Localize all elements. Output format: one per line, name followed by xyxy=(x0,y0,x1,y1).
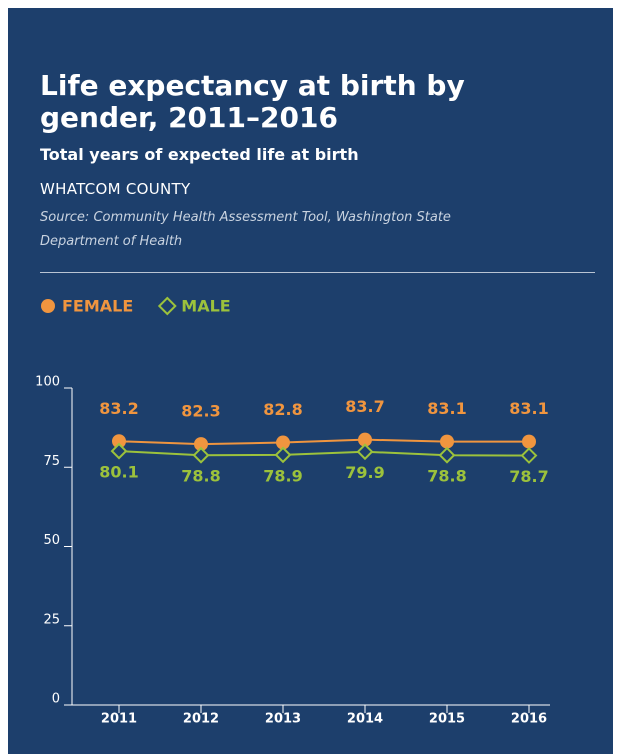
point xyxy=(440,434,454,449)
y-tick-label: 50 xyxy=(43,533,60,548)
panel: Life expectancy at birth by gender, 2011… xyxy=(8,8,613,754)
separator xyxy=(40,272,595,273)
point xyxy=(358,432,372,447)
x-tick-label: 2012 xyxy=(183,712,219,727)
y-tick-label: 25 xyxy=(43,612,60,627)
point xyxy=(192,446,210,464)
chart-title: Life expectancy at birth by gender, 2011… xyxy=(40,69,465,134)
value-label: 80.1 xyxy=(99,463,138,482)
series-line xyxy=(118,450,530,457)
x-tick-label: 2011 xyxy=(101,712,137,727)
value-label: 78.8 xyxy=(181,467,220,486)
value-label: 83.1 xyxy=(427,399,466,418)
legend-label: MALE xyxy=(181,297,230,316)
legend-marker xyxy=(41,299,55,313)
series-line xyxy=(118,438,529,446)
point xyxy=(522,434,536,449)
point xyxy=(112,434,126,449)
value-label: 83.7 xyxy=(345,397,384,416)
point xyxy=(520,447,538,464)
y-tick-label: 100 xyxy=(35,375,60,390)
x-tick-label: 2013 xyxy=(265,712,301,727)
value-label: 83.1 xyxy=(509,399,548,418)
value-label: 78.7 xyxy=(509,467,548,486)
value-label: 82.3 xyxy=(181,402,220,421)
region-label: WHATCOM COUNTY xyxy=(40,180,191,198)
x-tick-label: 2016 xyxy=(511,712,547,727)
point xyxy=(110,442,128,460)
x-tick-label: 2014 xyxy=(347,712,383,727)
legend-label: FEMALE xyxy=(62,297,133,316)
legend-marker xyxy=(157,296,177,316)
y-tick-label: 75 xyxy=(43,454,60,469)
y-tick-label: 0 xyxy=(52,692,60,707)
point xyxy=(274,446,292,464)
point xyxy=(438,446,456,464)
point xyxy=(194,437,208,452)
point xyxy=(356,443,374,461)
source-note: Source: Community Health Assessment Tool… xyxy=(40,210,451,249)
value-label: 78.9 xyxy=(263,466,302,485)
value-label: 83.2 xyxy=(99,399,138,418)
x-tick-label: 2015 xyxy=(429,712,465,727)
value-label: 82.8 xyxy=(263,400,302,419)
chart-subtitle: Total years of expected life at birth xyxy=(40,145,359,164)
value-label: 78.8 xyxy=(427,467,466,486)
point xyxy=(276,435,290,450)
value-label: 79.9 xyxy=(345,463,384,482)
